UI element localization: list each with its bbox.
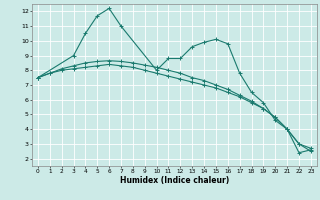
X-axis label: Humidex (Indice chaleur): Humidex (Indice chaleur) — [120, 176, 229, 185]
